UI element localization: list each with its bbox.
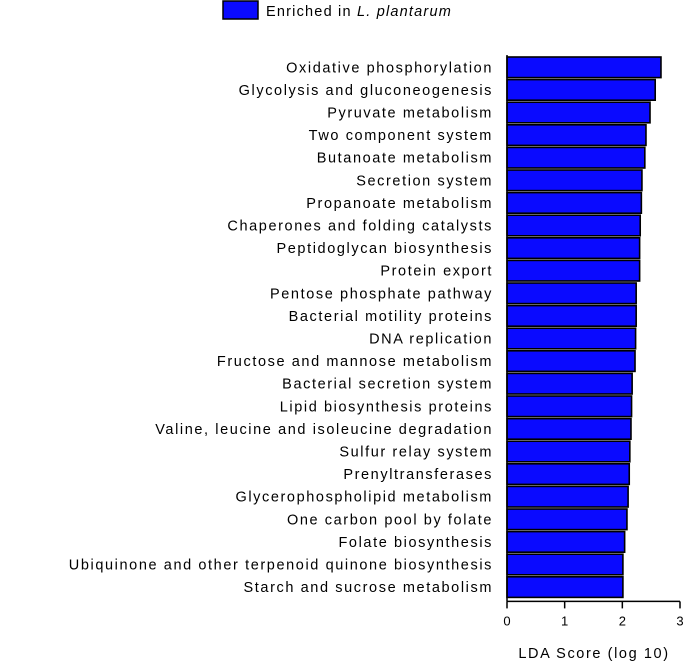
category-label: Peptidoglycan biosynthesis [276,241,493,257]
bar [506,553,624,576]
legend-label: Enriched in L. plantarum [266,4,452,20]
bar [506,237,641,260]
category-label: Lipid biosynthesis proteins [280,399,493,415]
category-label: One carbon pool by folate [287,512,493,528]
category-label: Valine, leucine and isoleucine degradati… [155,422,493,438]
bar [506,462,631,486]
category-label: Oxidative phosphorylation [286,60,493,76]
x-tick-label: 2 [619,613,626,628]
category-label: Folate biosynthesis [338,535,493,551]
category-label: Propanoate metabolism [306,196,493,212]
bar [506,214,642,237]
bar [506,146,646,169]
x-axis: 0 1 2 3 [503,600,684,628]
bar [506,101,651,124]
category-label: Chaperones and folding catalysts [227,219,493,235]
bar [506,259,641,282]
bars [506,56,662,599]
x-tick-label: 0 [503,613,510,628]
bar [506,169,643,192]
category-label: Secretion system [356,173,493,189]
bar [506,530,626,553]
bar [506,56,662,79]
bar [506,304,637,328]
bar [506,282,637,305]
legend-label-prefix: Enriched in [266,4,357,20]
category-label: Pyruvate metabolism [327,106,493,122]
category-label: Glycolysis and gluconeogenesis [239,83,493,99]
bar [506,575,624,599]
bar [506,124,647,147]
x-tick-label: 3 [676,613,683,628]
category-label: Pentose phosphate pathway [270,286,493,302]
category-label: Fructose and mannose metabolism [217,354,493,370]
legend-label-species: L. plantarum [357,4,452,20]
category-label: Protein export [380,264,493,280]
bar [506,191,643,215]
bar [506,508,628,531]
category-label: Sulfur relay system [339,445,493,461]
bar [506,78,657,101]
x-axis-title: LDA Score (log 10) [518,646,669,662]
bar [506,372,633,395]
bar [506,327,637,350]
category-label: Two component system [309,128,493,144]
bar [506,395,633,418]
category-label: DNA replication [369,332,493,348]
bar [506,440,631,463]
category-label: Glycerophospholipid metabolism [235,490,493,506]
bar [506,417,632,441]
legend: Enriched in L. plantarum [222,0,452,20]
category-label: Bacterial secretion system [282,377,493,393]
bar [506,485,629,508]
category-label: Ubiquinone and other terpenoid quinone b… [69,558,493,574]
category-label: Prenyltransferases [343,467,493,483]
bar [506,349,636,373]
legend-swatch [222,0,259,20]
x-tick-label: 1 [561,613,568,628]
category-labels: Oxidative phosphorylation Glycolysis and … [69,60,494,596]
category-label: Bacterial motility proteins [289,309,493,325]
category-label: Butanoate metabolism [317,151,493,167]
category-label: Starch and sucrose metabolism [244,580,494,596]
